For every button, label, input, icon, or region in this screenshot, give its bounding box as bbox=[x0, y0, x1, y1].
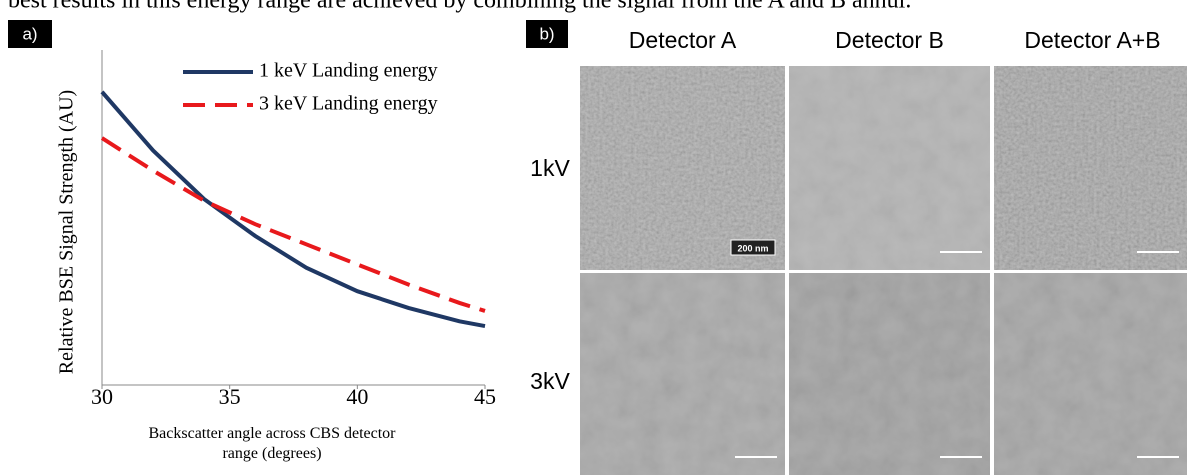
micrograph-texture bbox=[580, 66, 785, 270]
legend-label: 3 keV Landing energy bbox=[259, 93, 438, 115]
legend-label: 1 keV Landing energy bbox=[259, 60, 438, 82]
panel-label: b) bbox=[539, 24, 554, 43]
x-tick-label: 40 bbox=[346, 384, 368, 409]
x-tick-label: 45 bbox=[474, 384, 496, 409]
panel-label: a) bbox=[22, 24, 37, 43]
micrograph-texture bbox=[994, 66, 1187, 270]
x-axis-label: Backscatter angle across CBS detector ran… bbox=[148, 425, 396, 462]
row-header: 3kV bbox=[530, 368, 570, 394]
series-line bbox=[100, 90, 486, 329]
micrograph-texture bbox=[789, 66, 990, 270]
micrograph-texture bbox=[580, 273, 785, 475]
image-grid: Detector A Detector B Detector A+B 1kV 3kV 20… bbox=[530, 27, 1187, 475]
line-chart: 30 35 40 45 Backscatter angle across CBS det… bbox=[56, 50, 496, 462]
scale-bar-label: 200 nm bbox=[737, 243, 768, 253]
micrograph-texture bbox=[994, 273, 1187, 475]
panel-label-box bbox=[8, 20, 52, 48]
row-header: 1kV bbox=[530, 155, 570, 181]
panel-label-box bbox=[526, 20, 568, 48]
top-text: best results in this energy range are ac… bbox=[8, 0, 911, 14]
series-line bbox=[100, 136, 486, 313]
micrograph-texture bbox=[789, 273, 990, 475]
column-header: Detector A bbox=[629, 27, 737, 53]
column-header: Detector A+B bbox=[1024, 27, 1160, 53]
column-header: Detector B bbox=[835, 27, 944, 53]
x-tick-label: 35 bbox=[219, 384, 241, 409]
scale-bar-box bbox=[730, 239, 776, 256]
y-axis-label: Relative BSE Signal Strength (AU) bbox=[56, 90, 78, 374]
x-tick-label: 30 bbox=[91, 384, 113, 409]
